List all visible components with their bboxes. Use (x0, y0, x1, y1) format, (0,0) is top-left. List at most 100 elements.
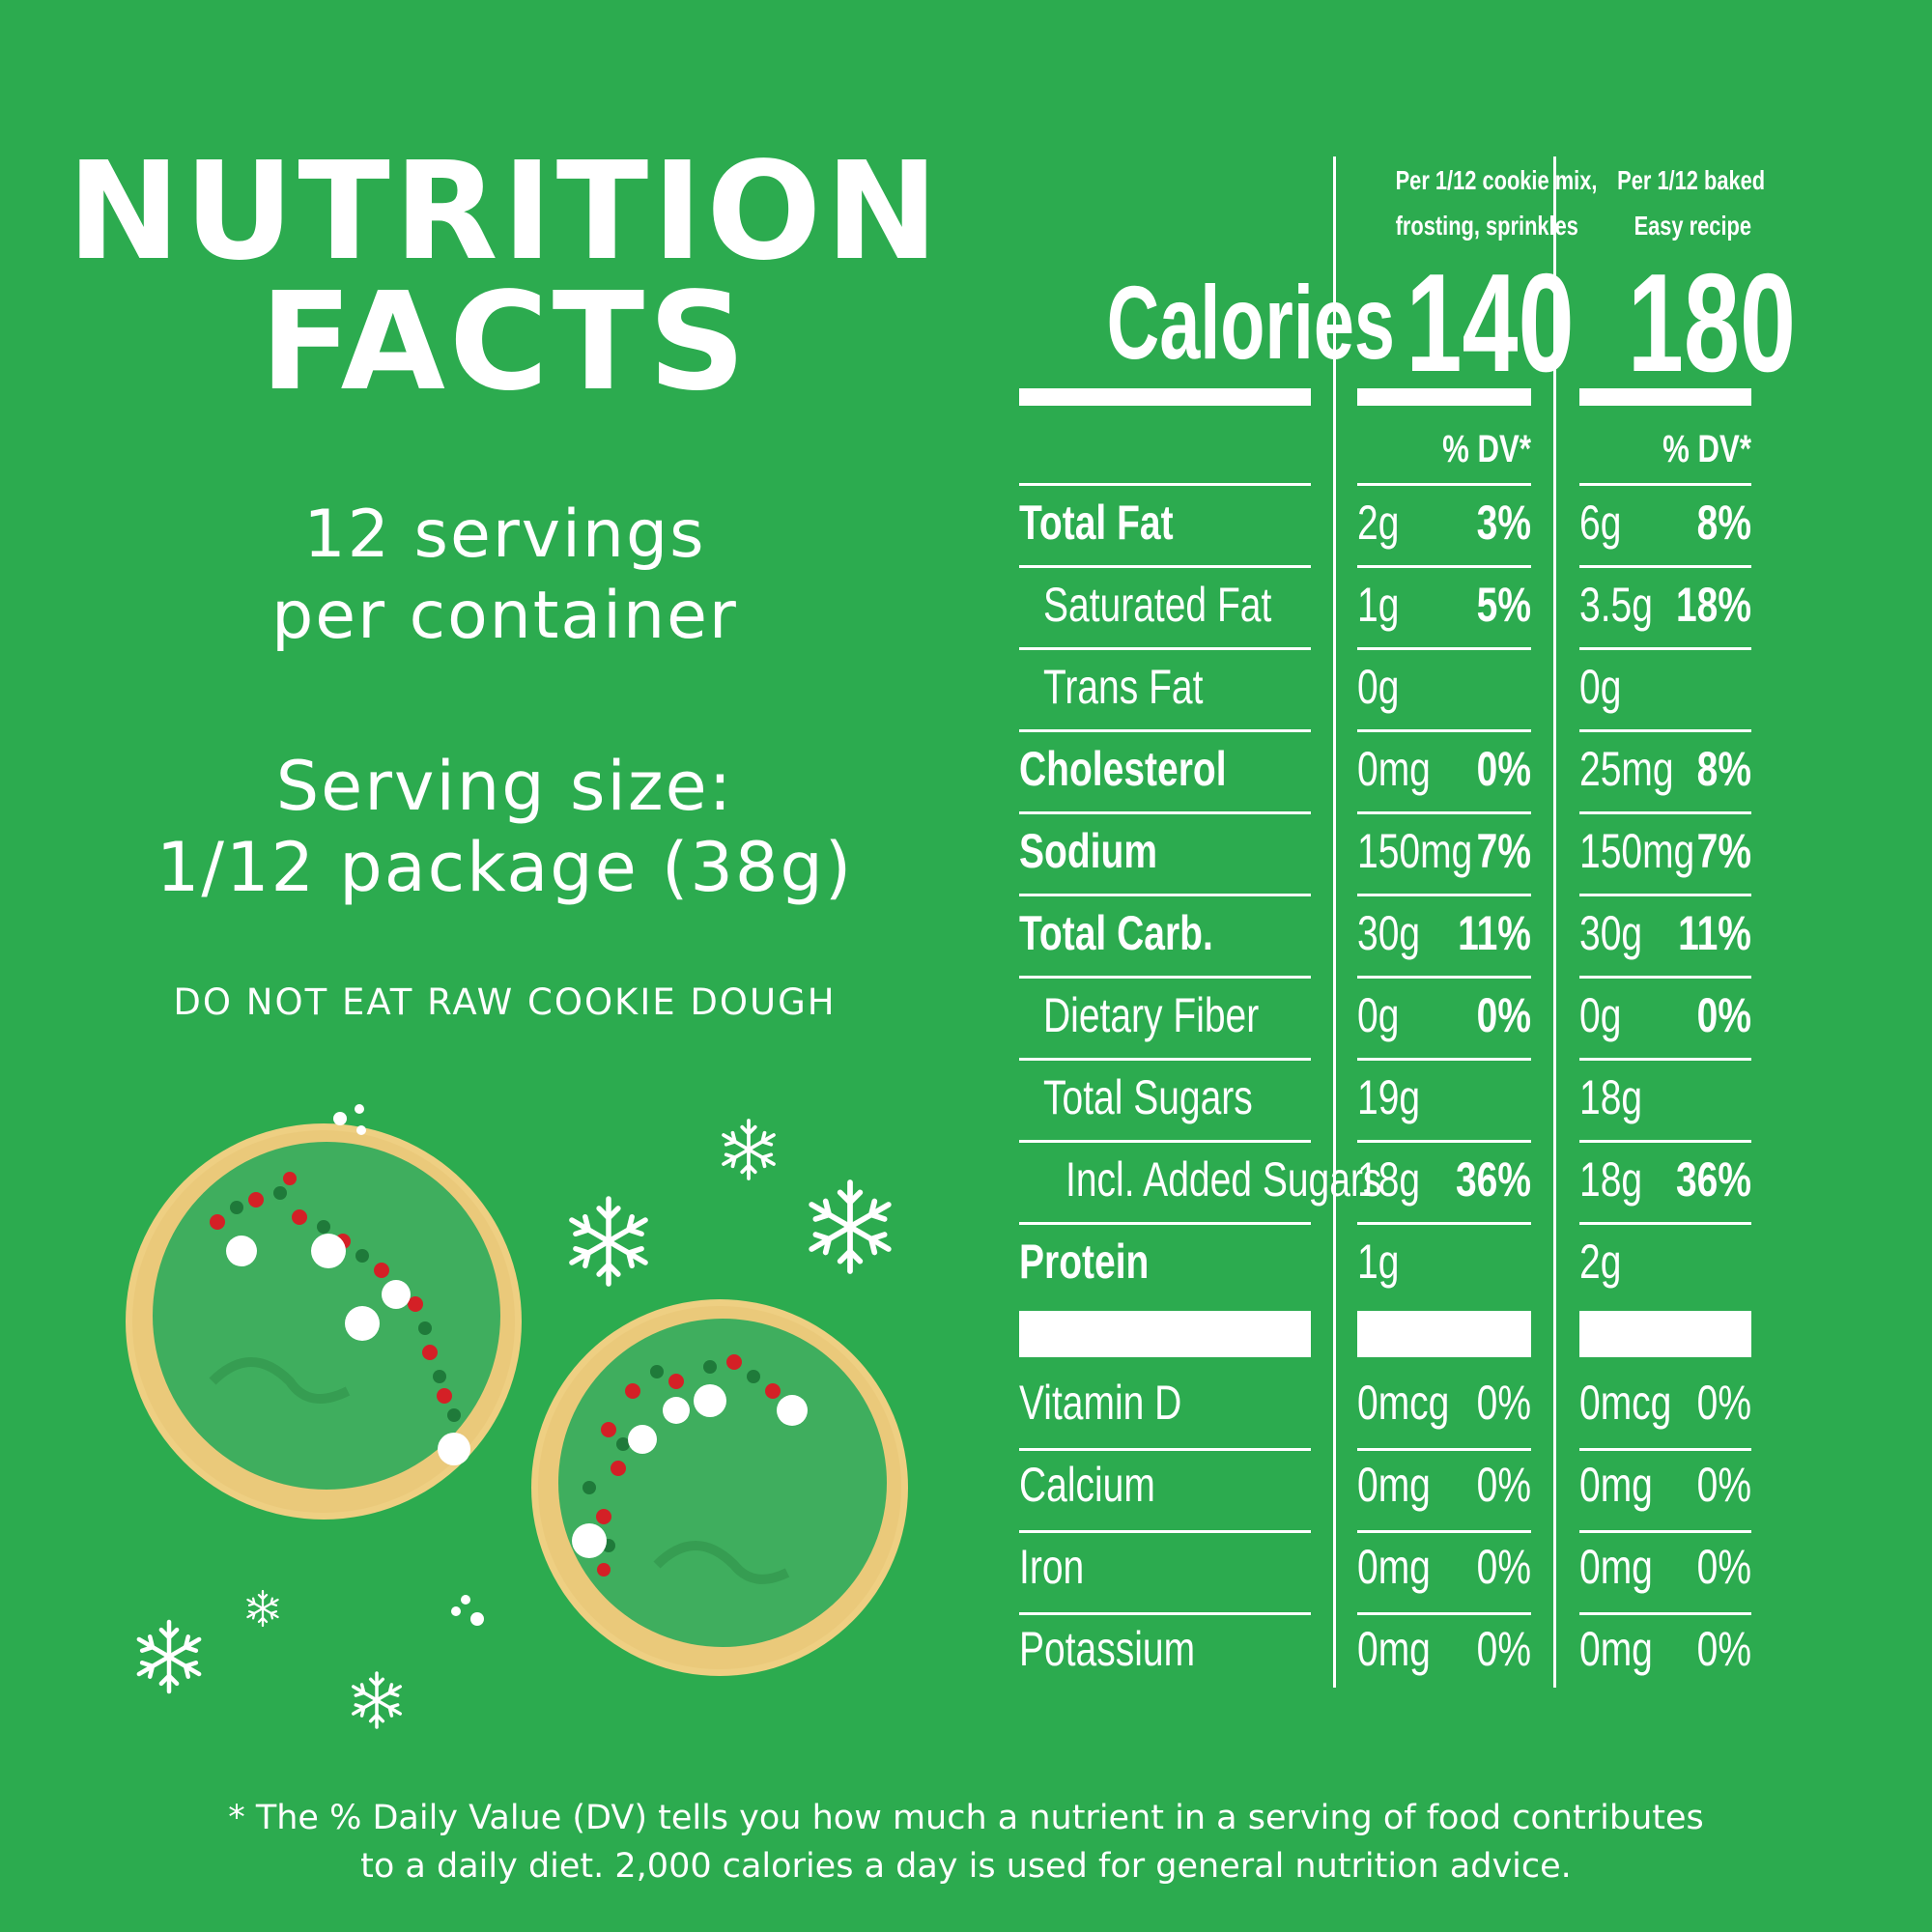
servings-line-2: per container (271, 578, 738, 654)
row-divider (1579, 811, 1751, 814)
title-nutrition: NUTRITION (67, 133, 943, 291)
vitamin-row-amount-col-1: 0mg (1357, 1540, 1431, 1594)
cookie-large (126, 1123, 522, 1520)
nutrient-row-dv-col-2: 0% (1696, 988, 1751, 1042)
nutrient-row-amount-col-2: 0g (1579, 988, 1622, 1042)
serving-size-line-1: Serving size: (275, 747, 734, 826)
vitamin-row-label: Potassium (1019, 1622, 1196, 1676)
row-divider (1019, 894, 1311, 896)
row-divider (1019, 1612, 1311, 1615)
footnote-line-2: to a daily diet. 2,000 calories a day is… (360, 1847, 1572, 1886)
row-divider (1579, 1222, 1751, 1225)
row-divider (1579, 565, 1751, 568)
nutrient-row-amount-col-2: 30g (1579, 906, 1643, 960)
dv-header-col-1: % DV* (1442, 428, 1531, 470)
nutrient-row-label: Total Fat (1019, 496, 1174, 550)
vitamin-row-dv-col-1: 0% (1476, 1540, 1531, 1594)
calories-rule-col-1 (1357, 388, 1531, 406)
vitamin-separator-bar-col-2 (1579, 1311, 1751, 1357)
row-divider (1357, 1448, 1531, 1451)
snowflake-icon (352, 1671, 402, 1729)
row-divider (1579, 483, 1751, 486)
row-divider (1357, 483, 1531, 486)
vitamin-row-dv-col-2: 0% (1696, 1458, 1751, 1512)
row-divider (1019, 976, 1311, 979)
nutrient-row-dv-col-1: 0% (1476, 988, 1531, 1042)
daily-value-footnote: * The % Daily Value (DV) tells you how m… (0, 1794, 1932, 1890)
nutrient-row-amount-col-1: 0g (1357, 988, 1400, 1042)
row-divider (1357, 976, 1531, 979)
nutrient-row-amount-col-2: 6g (1579, 496, 1622, 550)
nutrient-row-amount-col-1: 0g (1357, 660, 1400, 714)
vitamin-separator-bar-col-1 (1357, 1311, 1531, 1357)
vitamin-row-amount-col-2: 0mg (1579, 1458, 1653, 1512)
snowflake-icon (811, 1182, 889, 1271)
vitamin-row-label: Calcium (1019, 1458, 1155, 1512)
nutrient-row-label: Sodium (1019, 824, 1157, 878)
nutrient-row-amount-col-1: 1g (1357, 578, 1400, 632)
row-divider (1357, 647, 1531, 650)
row-divider (1019, 1448, 1311, 1451)
nutrient-row-dv-col-1: 36% (1455, 1152, 1531, 1207)
row-divider (1357, 1612, 1531, 1615)
row-divider (1019, 1058, 1311, 1061)
column-2-header-line-1: Per 1/12 baked (1617, 165, 1766, 195)
row-divider (1579, 729, 1751, 732)
snowflake-icon (246, 1589, 279, 1628)
nutrient-row-amount-col-2: 3.5g (1579, 578, 1653, 632)
nutrient-row-dv-col-2: 8% (1696, 742, 1751, 796)
vitamin-row-label: Vitamin D (1019, 1376, 1182, 1430)
row-divider (1579, 1530, 1751, 1533)
cookie-small (531, 1299, 908, 1676)
calories-value-col-2: 180 (1627, 244, 1797, 401)
nutrient-row-dv-col-1: 3% (1476, 496, 1531, 550)
row-divider (1357, 811, 1531, 814)
nutrient-row-amount-col-1: 0mg (1357, 742, 1431, 796)
nutrient-row-amount-col-2: 0g (1579, 660, 1622, 714)
servings-line-1: 12 servings (303, 497, 706, 573)
row-divider (1357, 894, 1531, 896)
nutrient-row-dv-col-2: 11% (1678, 906, 1751, 960)
column-1-header: Per 1/12 cookie mix, frosting, sprinkles (1395, 157, 1598, 248)
vitamin-row-dv-col-2: 0% (1696, 1540, 1751, 1594)
nutrient-row-label: Protein (1019, 1235, 1150, 1289)
cookie-illustration (126, 1104, 908, 1729)
vitamin-row-amount-col-2: 0mcg (1579, 1376, 1672, 1430)
row-divider (1019, 729, 1311, 732)
title-facts: FACTS (260, 264, 750, 421)
vitamin-row-amount-col-1: 0mcg (1357, 1376, 1450, 1430)
dv-header-col-2: % DV* (1662, 428, 1751, 470)
row-divider (1019, 565, 1311, 568)
vitamin-row-amount-col-1: 0mg (1357, 1622, 1431, 1676)
column-divider-2 (1553, 156, 1556, 1688)
raw-dough-warning: DO NOT EAT RAW COOKIE DOUGH (173, 981, 837, 1023)
row-divider (1579, 1612, 1751, 1615)
calories-rule-col-2 (1579, 388, 1751, 406)
row-divider (1019, 1222, 1311, 1225)
row-divider (1019, 1140, 1311, 1143)
vitamin-row-amount-col-2: 0mg (1579, 1540, 1653, 1594)
vitamin-row-dv-col-1: 0% (1476, 1458, 1531, 1512)
nutrient-row-dv-col-2: 36% (1675, 1152, 1751, 1207)
nutrient-row-label: Total Sugars (1043, 1070, 1253, 1124)
vitamin-row-dv-col-1: 0% (1476, 1622, 1531, 1676)
nutrient-row-amount-col-2: 18g (1579, 1070, 1643, 1124)
row-divider (1579, 1448, 1751, 1451)
nutrient-row-amount-col-1: 2g (1357, 496, 1400, 550)
nutrient-row-label: Trans Fat (1043, 660, 1204, 714)
serving-size: Serving size: 1/12 package (38g) (0, 746, 1009, 908)
column-1-header-line-2: frosting, sprinkles (1395, 211, 1578, 241)
row-divider (1579, 1058, 1751, 1061)
row-divider (1357, 729, 1531, 732)
row-divider (1019, 647, 1311, 650)
vitamin-row-label: Iron (1019, 1540, 1085, 1594)
row-divider (1579, 1140, 1751, 1143)
serving-size-line-2: 1/12 package (38g) (156, 828, 854, 907)
column-divider-1 (1333, 156, 1336, 1688)
column-1-header-line-1: Per 1/12 cookie mix, (1395, 165, 1598, 195)
calories-label: Calories (1106, 264, 1395, 381)
nutrient-row-amount-col-2: 18g (1579, 1152, 1643, 1207)
nutrient-row-dv-col-2: 8% (1696, 496, 1751, 550)
vitamin-row-dv-col-2: 0% (1696, 1376, 1751, 1430)
nutrient-row-dv-col-2: 18% (1675, 578, 1751, 632)
